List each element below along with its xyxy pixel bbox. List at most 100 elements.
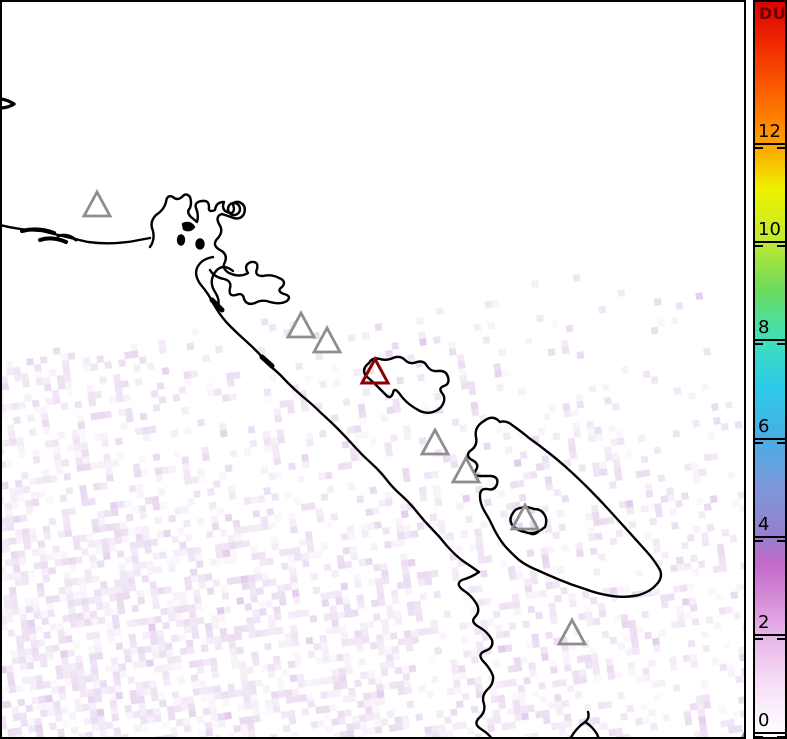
speckle-cell [165, 649, 174, 658]
speckle-cell [588, 434, 597, 443]
speckle-cell [561, 494, 570, 503]
speckle-cell [115, 642, 124, 651]
speckle-cell [576, 400, 585, 409]
speckle-cell [68, 613, 77, 622]
colorbar-minor-dash [777, 245, 785, 247]
speckle-cell [483, 597, 492, 606]
speckle-cell [48, 517, 57, 526]
speckle-cell [160, 607, 168, 616]
speckle-cell [153, 665, 162, 674]
speckle-cell [455, 700, 464, 709]
speckle-cell [51, 389, 60, 398]
speckle-cell [423, 570, 432, 579]
speckle-cell [681, 492, 689, 500]
speckle-cell [432, 484, 441, 493]
speckle-cell [367, 677, 376, 686]
speckle-cell [339, 730, 348, 739]
speckle-cell [336, 554, 345, 563]
speckle-cell [139, 412, 148, 421]
speckle-cell [220, 585, 229, 593]
speckle-cell [48, 722, 57, 731]
speckle-cell [61, 557, 70, 566]
speckle-cell [396, 532, 405, 540]
speckle-cell [589, 547, 598, 556]
speckle-cell [142, 433, 151, 442]
speckle-cell [275, 676, 284, 685]
speckle-cell [446, 687, 455, 696]
speckle-cell [56, 728, 65, 737]
speckle-cell [14, 479, 23, 488]
speckle-cell [406, 601, 415, 610]
speckle-cell [613, 614, 622, 623]
speckle-cell [22, 535, 31, 544]
speckle-cell [208, 699, 217, 708]
speckle-cell [474, 528, 482, 537]
speckle-cell [688, 597, 697, 605]
speckle-cell [353, 573, 362, 582]
speckle-cell [495, 426, 503, 435]
speckle-cell [548, 659, 557, 667]
speckle-cell [181, 456, 190, 465]
speckle-cell [424, 726, 433, 735]
lake-large-outline [466, 416, 663, 598]
speckle-cell [272, 605, 281, 614]
speckle-cell [579, 675, 588, 684]
speckle-cell [79, 590, 88, 599]
speckle-cell [384, 646, 393, 655]
speckle-cell [700, 729, 709, 738]
speckle-cell [21, 379, 30, 388]
speckle-cell [572, 274, 581, 282]
speckle-cell [126, 570, 135, 578]
speckle-cell [78, 682, 87, 691]
speckle-cell [571, 670, 580, 678]
speckle-cell [705, 615, 714, 624]
lagoon-bar [38, 236, 68, 244]
speckle-cell [242, 688, 250, 696]
speckle-cell [403, 630, 412, 638]
speckle-cell [324, 520, 333, 529]
speckle-cell [560, 586, 568, 595]
speckle-cell [469, 543, 477, 551]
speckle-cell [504, 644, 513, 653]
speckle-cell [127, 675, 136, 684]
speckle-cell [355, 636, 363, 645]
speckle-cell [246, 722, 255, 731]
speckle-cell [550, 616, 558, 625]
speckle-cell [188, 709, 197, 718]
speckle-cell [706, 523, 715, 532]
speckle-cell [391, 341, 400, 350]
colorbar-tick-line [755, 241, 785, 243]
speckle-cell [345, 722, 354, 731]
gulf-island [181, 221, 196, 232]
speckle-cell [606, 665, 615, 674]
speckle-cell [116, 599, 125, 608]
speckle-cell [466, 677, 475, 686]
speckle-cell [377, 697, 386, 706]
speckle-cell [184, 583, 193, 591]
speckle-cell [359, 721, 368, 729]
speckle-cell [434, 498, 443, 507]
speckle-cell [163, 529, 172, 538]
speckle-cell [461, 692, 470, 701]
speckle-cell [212, 480, 221, 489]
speckle-cell [22, 634, 31, 643]
speckle-cell [439, 632, 448, 641]
speckle-cell [597, 553, 606, 562]
speckle-cell [473, 627, 482, 636]
speckle-cell [150, 389, 159, 398]
speckle-cell [592, 462, 600, 471]
speckle-cell [716, 593, 725, 602]
speckle-cell [265, 600, 273, 608]
speckle-cell [508, 721, 517, 730]
speckle-cell [653, 545, 662, 554]
speckle-cell [168, 564, 176, 573]
speckle-cell [43, 680, 51, 689]
speckle-cell [207, 692, 216, 701]
speckle-cell [355, 643, 364, 652]
speckle-cell [161, 466, 170, 475]
speckle-cell [152, 453, 161, 462]
speckle-cell [94, 546, 103, 555]
speckle-cell [119, 521, 128, 530]
speckle-cell [505, 502, 514, 511]
speckle-cell [243, 701, 252, 710]
